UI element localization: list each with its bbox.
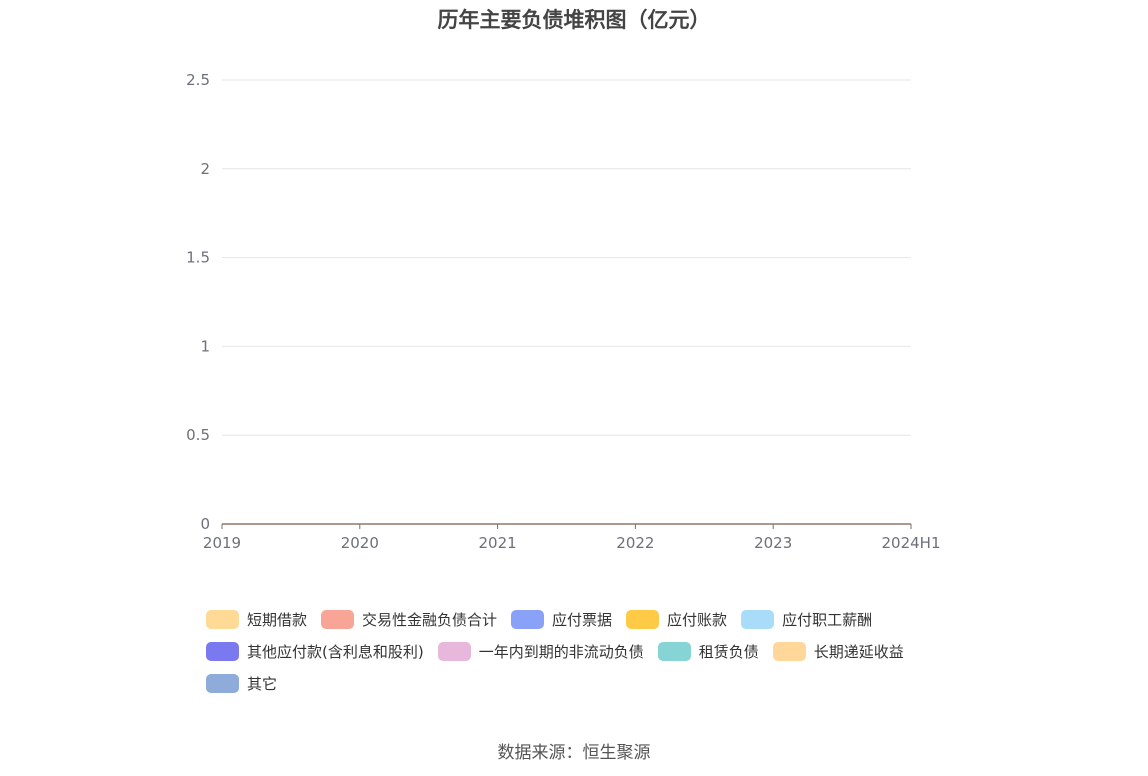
- y-tick-label: 1: [200, 337, 210, 355]
- y-tick-label: 2.5: [186, 71, 210, 89]
- legend-label: 短期借款: [247, 610, 308, 629]
- stacked-area-plot: 0 0.5 1 1.5 2 2.5 2019 2020 2021 2022 2023 2024H1: [186, 71, 941, 552]
- legend-item-lease-liabilities[interactable]: 租赁负债: [657, 641, 759, 662]
- legend-swatch: [772, 641, 806, 661]
- y-tick-label: 2: [200, 160, 210, 178]
- x-tick-label: 2023: [754, 534, 792, 552]
- legend-swatch: [206, 641, 239, 661]
- y-tick-label: 1.5: [186, 249, 210, 267]
- legend-label: 应付账款: [667, 610, 728, 629]
- legend-row: 其它: [206, 667, 966, 699]
- x-tick-label: 2020: [341, 534, 379, 552]
- legend-swatch: [626, 609, 660, 629]
- source-note: 数据来源：恒生聚源: [497, 743, 651, 763]
- legend-swatch: [741, 609, 775, 629]
- y-tick-label: 0: [200, 515, 210, 533]
- legend-swatch: [657, 641, 691, 661]
- legend-row: 其他应付款(含利息和股利) 一年内到期的非流动负债 租赁负债 长期递延收益: [206, 635, 966, 667]
- x-tick-label: 2024H1: [882, 534, 941, 552]
- y-tick-label: 0.5: [186, 426, 210, 444]
- x-tick-label: 2021: [479, 534, 517, 552]
- legend-row: 短期借款 交易性金融负债合计 应付票据 应付账款 应付职工薪酬: [206, 603, 966, 635]
- legend-item-trading-financial-liabilities[interactable]: 交易性金融负债合计: [321, 609, 497, 630]
- legend-label: 应付票据: [552, 610, 613, 629]
- legend-swatch: [321, 609, 355, 629]
- legend-item-short-term-borrowing[interactable]: 短期借款: [206, 609, 307, 630]
- x-tick-label: 2019: [203, 534, 241, 552]
- legend-item-notes-payable[interactable]: 应付票据: [511, 609, 612, 630]
- legend-label: 长期递延收益: [813, 642, 904, 661]
- legend-label: 其他应付款(含利息和股利): [247, 642, 424, 661]
- legend-label: 交易性金融负债合计: [362, 610, 498, 629]
- legend-item-employee-pay-payable[interactable]: 应付职工薪酬: [741, 609, 872, 630]
- legend-swatch: [511, 609, 545, 629]
- legend-item-accounts-payable[interactable]: 应付账款: [626, 609, 727, 630]
- legend-label: 应付职工薪酬: [782, 610, 873, 629]
- legend: 短期借款 交易性金融负债合计 应付票据 应付账款 应付职工薪酬 其他应付款(含利…: [206, 603, 966, 699]
- legend-label: 一年内到期的非流动负债: [478, 642, 644, 661]
- legend-item-deferred-income[interactable]: 长期递延收益: [772, 641, 904, 662]
- legend-label: 其它: [247, 674, 278, 693]
- legend-item-other[interactable]: 其它: [206, 673, 277, 694]
- chart-title: 历年主要负债堆积图（亿元）: [437, 8, 711, 32]
- legend-item-current-portion-noncurrent[interactable]: 一年内到期的非流动负债: [437, 641, 644, 662]
- x-tick-label: 2022: [616, 534, 654, 552]
- legend-swatch: [206, 673, 239, 693]
- legend-swatch: [206, 609, 239, 629]
- legend-label: 租赁负债: [698, 642, 759, 661]
- legend-swatch: [437, 641, 471, 661]
- legend-item-other-payables[interactable]: 其他应付款(含利息和股利): [206, 641, 424, 662]
